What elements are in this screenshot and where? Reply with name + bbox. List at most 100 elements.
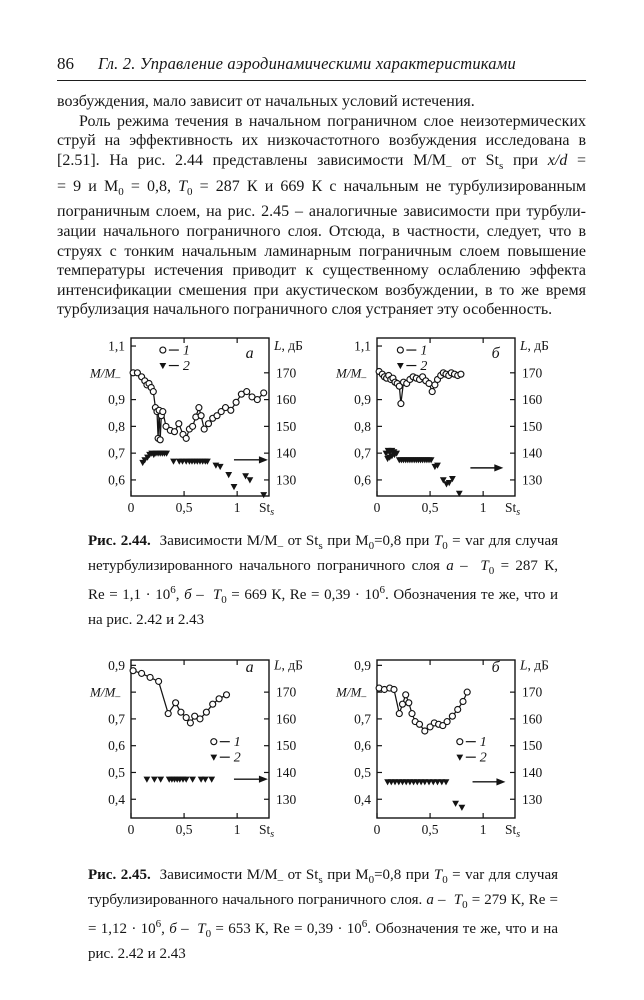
figure-caption-2-44: Рис. 2.44. Зависимости М/М– от Sts при М… xyxy=(88,532,558,630)
circle-marker xyxy=(194,403,202,412)
y-tick-label: 0,5 xyxy=(354,765,371,780)
triangle-marker xyxy=(143,776,150,784)
right-tick-label: 150 xyxy=(522,419,543,434)
triangle-marker xyxy=(224,471,232,479)
circle-marker xyxy=(161,422,170,430)
legend-label: 2 xyxy=(233,751,240,766)
figure-2-45: 0 0,5 1 0,9 М/М– 0,7 0,6 0,5 0,4 170 160 150 140 130 L… xyxy=(57,654,586,846)
x-axis-title: Sts xyxy=(259,500,274,518)
circle-marker xyxy=(443,718,451,726)
legend-circle-marker xyxy=(209,738,217,746)
series-1 xyxy=(129,667,230,727)
right-tick-label: 160 xyxy=(522,392,543,407)
chart-2-44-b: 0 0,5 1 1,1 М/М– 0,9 0,8 0,7 0,6 170 160 150 140 130 L… xyxy=(335,337,549,518)
triangle-marker xyxy=(156,776,164,784)
x-tick-label: 1 xyxy=(233,500,240,515)
circle-marker xyxy=(215,695,223,703)
y-axis-label: М/М– xyxy=(89,365,121,383)
legend-label: 2 xyxy=(182,359,189,374)
circle-marker xyxy=(426,723,434,731)
caption-line: = 1,12 · 106, б – T0 = 653 К, Re = 0,39 … xyxy=(88,918,558,941)
legend-label: 1 xyxy=(420,343,427,358)
circle-marker xyxy=(186,719,194,727)
circle-marker xyxy=(395,710,403,718)
circle-marker xyxy=(458,698,467,706)
y-tick-label: 1,1 xyxy=(108,338,125,353)
series-2 xyxy=(382,447,463,497)
plot-border xyxy=(129,659,270,819)
y-tick-label: 0,4 xyxy=(108,792,125,807)
circle-marker xyxy=(396,399,404,408)
circle-marker xyxy=(188,422,196,430)
circle-marker xyxy=(395,382,403,390)
y-tick-label: 0,6 xyxy=(108,472,125,487)
circle-marker xyxy=(259,389,267,397)
triangle-marker xyxy=(445,479,453,487)
legend-circle-marker xyxy=(396,346,404,354)
caption-line: рис. 2.42 и 2.43 xyxy=(88,946,186,963)
circle-marker xyxy=(137,670,145,678)
x-tick-label: 0 xyxy=(373,500,380,515)
right-tick-label: 140 xyxy=(276,446,297,461)
right-axis-title: L, дБ xyxy=(519,338,549,353)
triangle-marker xyxy=(169,458,177,465)
panel-label: б xyxy=(491,345,500,362)
panel-label: а xyxy=(245,659,253,676)
right-tick-label: 170 xyxy=(522,685,543,700)
figure-2-44: 0 0,5 1 1,1 М/М– 0,9 0,8 0,7 0,6 170 160 150 140 130 L… xyxy=(57,332,586,524)
body-text-line: возбуждения, мало зависит от начальных у… xyxy=(57,93,475,110)
circle-marker xyxy=(456,370,464,378)
triangle-marker xyxy=(448,475,456,483)
legend-label: 2 xyxy=(420,359,427,374)
legend-triangle-marker xyxy=(396,362,404,370)
right-tick-label: 130 xyxy=(522,472,543,487)
circle-marker xyxy=(389,686,398,694)
right-tick-label: 160 xyxy=(276,392,297,407)
right-tick-label: 140 xyxy=(276,765,297,780)
caption-line: Рис. 2.44. Зависимости М/М– от Sts при М… xyxy=(88,532,559,552)
chart-legend: 12 xyxy=(396,343,427,374)
y-tick-label: 0,9 xyxy=(354,658,371,673)
series-2 xyxy=(383,779,465,812)
series-2 xyxy=(143,776,215,784)
x-tick-label: 0,5 xyxy=(421,822,438,837)
caption-line: на рис. 2.42 и 2.43 xyxy=(88,611,205,628)
page-number: 86 xyxy=(57,54,74,73)
triangle-marker xyxy=(259,492,267,499)
triangle-marker xyxy=(425,779,432,786)
plot-border xyxy=(375,659,516,819)
y-tick-label: 0,6 xyxy=(354,472,371,487)
y-tick-label: 0,7 xyxy=(354,446,371,461)
legend-triangle-marker xyxy=(158,362,166,370)
triangle-marker xyxy=(442,779,449,786)
triangle-marker xyxy=(241,473,249,480)
circle-marker xyxy=(242,387,250,396)
y-tick-label: 0,7 xyxy=(354,712,371,727)
chart-legend: 12 xyxy=(455,735,486,766)
triangle-marker xyxy=(216,463,224,471)
plot-border xyxy=(129,337,270,497)
chart-2-45-a: 0 0,5 1 0,9 М/М– 0,7 0,6 0,5 0,4 170 160 150 140 130 L… xyxy=(89,658,303,841)
triangle-marker xyxy=(182,776,190,784)
body-text-line: [2.51]. На рис. 2.44 представлены зависи… xyxy=(57,151,587,172)
body-text-line: зации начального пограничного слоя. Отсю… xyxy=(57,222,586,240)
circle-marker xyxy=(158,407,166,416)
triangle-marker xyxy=(439,477,447,484)
y-axis-label: М/М– xyxy=(335,365,367,383)
right-tick-label: 160 xyxy=(276,712,297,727)
chart-2-44-a: 0 0,5 1 1,1 М/М– 0,9 0,8 0,7 0,6 170 160 150 140 130 L… xyxy=(89,337,302,518)
x-tick-label: 1 xyxy=(479,822,486,837)
body-text-line: пограничным слоем, на рис. 2.45 – аналог… xyxy=(57,203,586,221)
chart-legend: 12 xyxy=(158,343,189,374)
caption-line: Re = 1,1 · 106, б – T0 = 669 К, Re = 0,3… xyxy=(88,584,559,607)
circle-marker xyxy=(182,714,190,722)
y-tick-label: 0,8 xyxy=(108,419,125,434)
circle-marker xyxy=(253,395,261,404)
legend-label: 1 xyxy=(479,735,486,750)
sound-level-arrow xyxy=(233,775,268,784)
triangle-marker xyxy=(207,776,215,784)
figure-caption-2-45: Рис. 2.45. Зависимости М/М– от Sts при М… xyxy=(88,866,558,964)
panel-label: а xyxy=(245,345,253,362)
right-tick-label: 170 xyxy=(276,685,297,700)
panel-label: б xyxy=(491,659,500,676)
